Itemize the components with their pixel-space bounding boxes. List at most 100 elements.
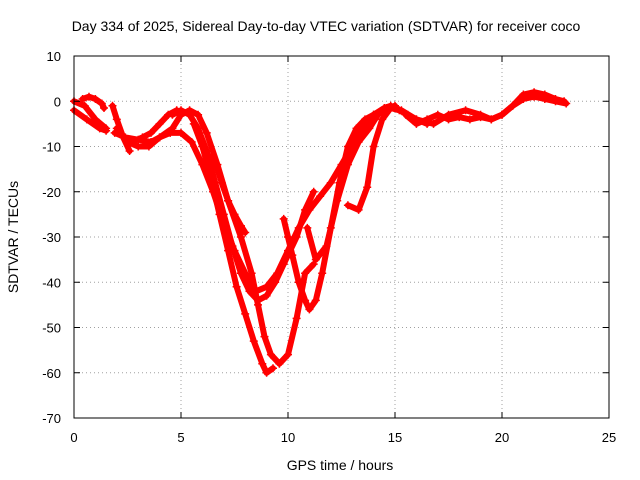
data-point-marker [134, 135, 143, 144]
data-point-marker [455, 113, 464, 122]
data-point-marker [108, 101, 117, 110]
data-point-marker [91, 95, 100, 103]
data-point-marker [391, 101, 399, 110]
data-point-marker [127, 138, 136, 146]
data-point-marker [369, 142, 378, 151]
data-point-marker [194, 110, 203, 119]
data-point-marker [202, 128, 211, 137]
data-point-marker [185, 110, 194, 119]
x-tick-label: 0 [70, 430, 77, 445]
y-tick-label: 0 [54, 94, 61, 109]
x-tick-label: 15 [388, 430, 402, 445]
data-point-marker [361, 115, 369, 124]
data-point-marker [230, 210, 239, 219]
data-point-marker [155, 133, 164, 142]
data-point-marker [232, 282, 241, 291]
data-point-marker [423, 115, 432, 124]
data-point-marker [85, 92, 93, 101]
data-point-marker [530, 92, 539, 101]
data-point-marker [168, 110, 177, 119]
data-point-marker [121, 133, 130, 142]
data-point-marker [429, 119, 438, 128]
data-point-marker [80, 101, 89, 110]
data-point-marker [217, 178, 226, 187]
data-point-marker [215, 210, 224, 219]
data-point-marker [508, 101, 517, 110]
series-line-1 [71, 98, 110, 132]
data-point-marker [97, 99, 106, 108]
data-point-marker [177, 106, 185, 115]
data-point-marker [177, 128, 185, 137]
data-point-marker [207, 174, 215, 183]
data-point-marker [365, 124, 374, 133]
x-tick-label: 5 [177, 430, 184, 445]
data-point-marker [189, 119, 198, 128]
data-point-marker [465, 115, 474, 124]
data-point-marker [433, 110, 442, 119]
data-point-marker [273, 269, 282, 278]
data-point-marker [318, 269, 327, 278]
data-point-marker [343, 142, 352, 151]
data-point-marker [309, 187, 318, 196]
data-point-marker [245, 287, 254, 296]
data-point-marker [294, 223, 303, 232]
data-point-marker [322, 242, 331, 251]
data-point-marker [288, 251, 297, 260]
data-point-marker [335, 178, 344, 187]
data-markers [70, 88, 571, 377]
data-point-marker [224, 246, 233, 255]
data-point-marker [487, 115, 496, 124]
data-point-marker [112, 115, 121, 124]
data-point-marker [202, 147, 211, 155]
y-axis-ticks: 10 0 -10 -20 -30 -40 -50 -60 -70 [42, 49, 609, 426]
data-point-marker [378, 106, 387, 115]
data-point-marker [476, 113, 485, 122]
data-point-marker [562, 99, 571, 108]
data-point-marker [354, 138, 363, 146]
data-point-marker [194, 124, 203, 133]
data-point-marker [241, 228, 250, 237]
data-point-marker [110, 128, 119, 137]
data-point-marker [125, 147, 134, 155]
data-point-marker [236, 233, 245, 241]
data-point-marker [224, 196, 233, 205]
data-point-marker [91, 115, 100, 124]
data-point-marker [373, 110, 382, 119]
data-point-marker [309, 260, 318, 269]
data-point-marker [401, 110, 410, 119]
y-tick-label: -10 [42, 140, 61, 155]
data-point-marker [236, 269, 245, 278]
data-point-marker [100, 104, 108, 112]
data-point-marker [209, 151, 218, 160]
y-tick-label: -30 [42, 230, 61, 245]
data-point-marker [292, 314, 301, 323]
data-point-marker [134, 142, 143, 151]
y-tick-label: -70 [42, 411, 61, 426]
data-point-marker [326, 223, 335, 232]
series-line-8 [169, 107, 317, 304]
data-point-marker [213, 160, 222, 169]
data-point-marker [343, 160, 352, 169]
data-point-marker [301, 205, 310, 214]
data-point-marker [284, 233, 292, 241]
data-point-marker [292, 233, 301, 241]
data-point-marker [352, 124, 361, 133]
data-point-marker [228, 242, 237, 251]
data-point-marker [260, 332, 269, 341]
y-tick-label: -20 [42, 185, 61, 200]
data-point-marker [316, 192, 325, 201]
y-tick-label: -60 [42, 366, 61, 381]
data-point-marker [254, 296, 262, 305]
data-point-marker [187, 138, 196, 146]
data-point-marker [262, 282, 271, 291]
data-point-marker [258, 359, 267, 368]
data-point-marker [386, 104, 395, 112]
series-line-6 [113, 102, 394, 295]
data-point-marker [311, 296, 320, 305]
data-point-marker [147, 128, 155, 137]
data-point-marker [412, 119, 421, 128]
data-point-marker [354, 205, 363, 214]
y-tick-label: -40 [42, 275, 61, 290]
x-axis-label: GPS time / hours [287, 457, 394, 473]
data-point-marker [397, 106, 406, 115]
